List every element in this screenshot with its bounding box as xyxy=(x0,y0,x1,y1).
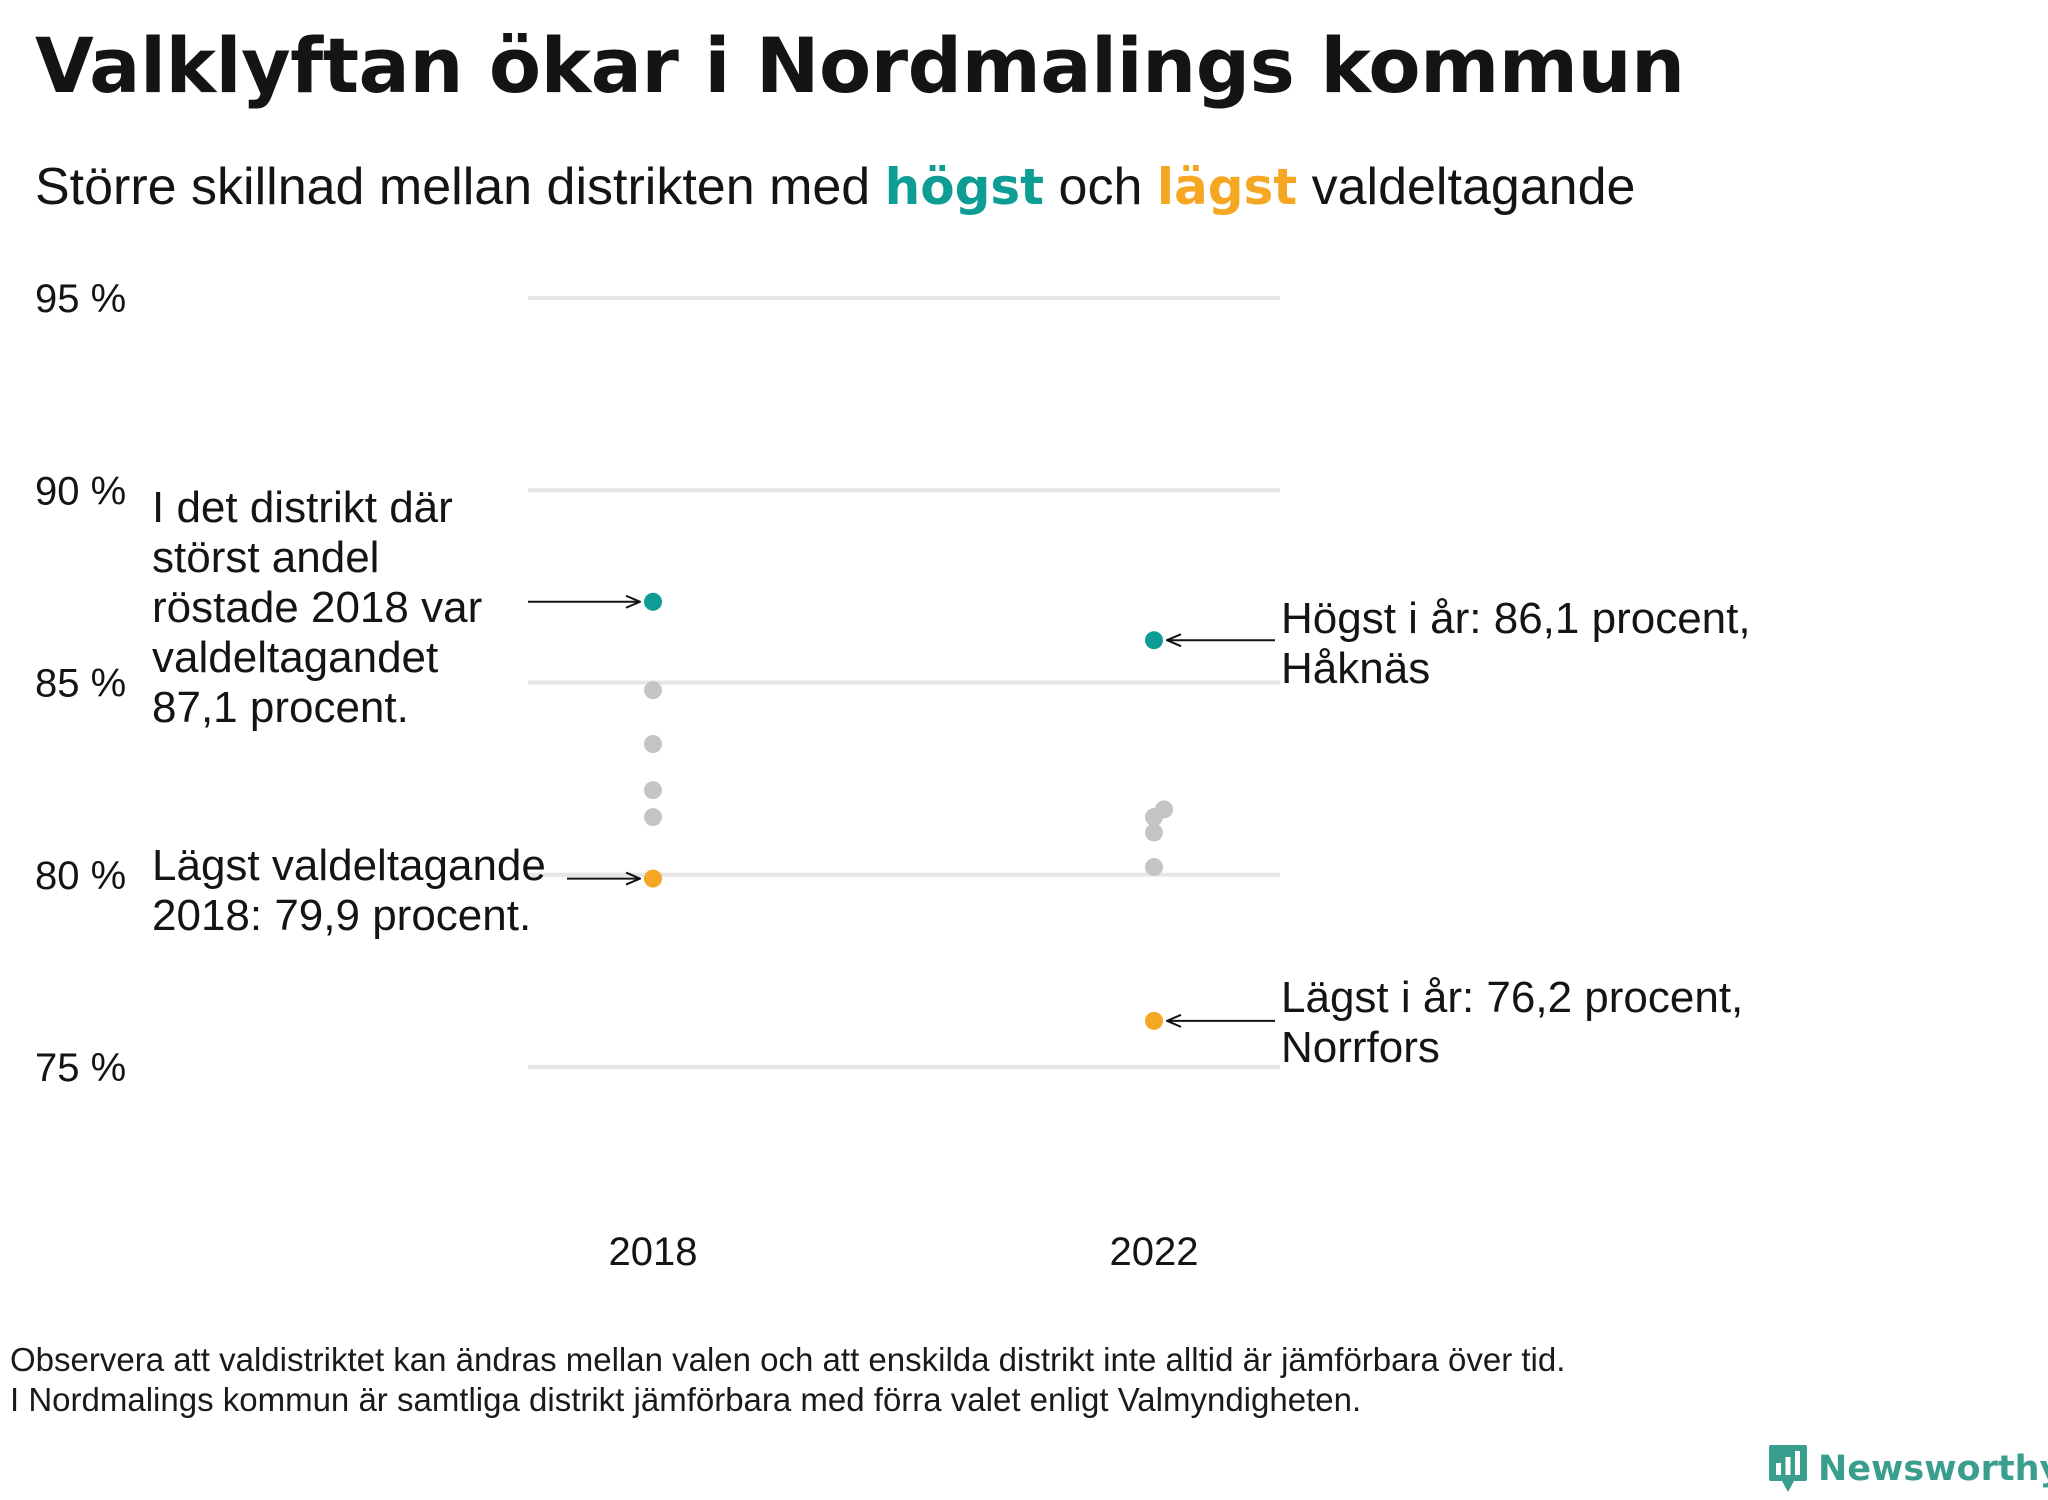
subtitle-text-3: valdeltagande xyxy=(1297,158,1636,216)
chart-subtitle: Större skillnad mellan distrikten med hö… xyxy=(35,155,1635,219)
annotation-text-low-2018: Lägst valdeltagande 2018: 79,9 procent. xyxy=(152,841,546,940)
annotation-line-high-2018-5: 87,1 procent. xyxy=(152,683,409,732)
annotation-high-2022: Högst i år: 86,1 procent, Håknäs xyxy=(1167,594,1751,693)
y-tick-label-90: 90 % xyxy=(35,469,126,513)
brand-name: Newsworthy xyxy=(1818,1449,2048,1489)
dot-lowest-2018 xyxy=(644,869,662,888)
footnote-line-2: I Nordmalings kommun är samtliga distrik… xyxy=(10,1381,1362,1418)
dot-other-2018-3 xyxy=(644,781,662,800)
y-tick-label-85: 85 % xyxy=(35,662,126,706)
dot-highest-2022 xyxy=(1145,631,1163,650)
annotation-line-high-2018-4: valdeltagandet xyxy=(152,633,438,682)
dot-plot-chart: 95 % 90 % 85 % 80 % 75 % 2018 2022 I det dist… xyxy=(35,277,1751,1274)
annotation-line-low-2022-2: Norrfors xyxy=(1281,1023,1440,1072)
y-tick-label-95: 95 % xyxy=(35,277,126,321)
chart-title: Valklyftan ökar i Nordmalings kommun xyxy=(35,21,1685,110)
footnote: Observera att valdistriktet kan ändras m… xyxy=(10,1340,1565,1420)
y-tick-label-80: 80 % xyxy=(35,854,126,898)
dot-other-2022-4 xyxy=(1145,858,1163,877)
annotation-high-2018: I det distrikt där störst andel röstade 20… xyxy=(152,483,640,732)
dot-other-2018-4 xyxy=(644,808,662,827)
x-tick-label-2022: 2022 xyxy=(1110,1230,1199,1274)
annotation-line-low-2018-2: 2018: 79,9 procent. xyxy=(152,891,531,940)
dot-lowest-2022 xyxy=(1145,1011,1163,1030)
subtitle-highlight-high: högst xyxy=(884,158,1045,216)
annotation-text-high-2018: I det distrikt där störst andel röstade 20… xyxy=(152,483,482,732)
x-axis: 2018 2022 xyxy=(609,1230,1199,1274)
dot-other-2022-3 xyxy=(1145,823,1163,842)
subtitle-text-1: Större skillnad mellan distrikten med xyxy=(35,158,885,216)
newsworthy-logo: Newsworthy xyxy=(1768,1443,2048,1495)
x-tick-label-2018: 2018 xyxy=(609,1230,698,1274)
annotation-line-high-2018-2: störst andel xyxy=(152,533,379,582)
annotations: I det distrikt där störst andel röstade 20… xyxy=(152,483,1751,1072)
y-axis: 95 % 90 % 85 % 80 % 75 % xyxy=(35,277,126,1090)
subtitle-highlight-low: lägst xyxy=(1156,158,1298,216)
y-tick-label-75: 75 % xyxy=(35,1046,126,1090)
dot-other-2022-2 xyxy=(1145,808,1163,827)
grid-layer xyxy=(528,296,1280,1069)
dot-other-2018-2 xyxy=(644,735,662,754)
annotation-line-low-2022-1: Lägst i år: 76,2 procent, xyxy=(1281,973,1743,1022)
annotation-low-2022: Lägst i år: 76,2 procent, Norrfors xyxy=(1167,973,1743,1072)
annotation-text-high-2022: Högst i år: 86,1 procent, Håknäs xyxy=(1281,594,1751,693)
annotation-line-high-2022-1: Högst i år: 86,1 procent, xyxy=(1281,594,1751,643)
annotation-line-high-2018-3: röstade 2018 var xyxy=(152,583,482,632)
annotation-line-high-2018-1: I det distrikt där xyxy=(152,483,453,532)
annotation-text-low-2022: Lägst i år: 76,2 procent, Norrfors xyxy=(1281,973,1743,1072)
footnote-line-1: Observera att valdistriktet kan ändras m… xyxy=(10,1341,1566,1378)
dot-highest-2018 xyxy=(644,592,662,611)
annotation-line-high-2022-2: Håknäs xyxy=(1281,644,1430,693)
subtitle-text-2: och xyxy=(1044,158,1157,216)
data-points xyxy=(644,592,1173,1030)
annotation-line-low-2018-1: Lägst valdeltagande xyxy=(152,841,546,890)
dot-other-2018-1 xyxy=(644,681,662,700)
annotation-low-2018: Lägst valdeltagande 2018: 79,9 procent. xyxy=(152,841,640,940)
bar-chart-speech-bubble-icon xyxy=(1769,1445,1807,1492)
